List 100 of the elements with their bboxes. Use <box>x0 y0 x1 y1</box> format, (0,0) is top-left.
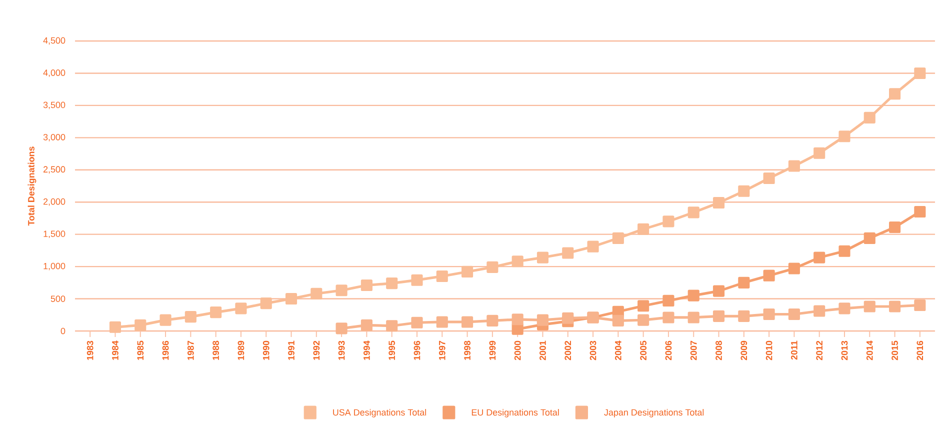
x-tick-label: 2006 <box>665 340 672 360</box>
x-tick-label: 2011 <box>791 340 798 360</box>
point <box>914 67 926 79</box>
y-tick-label: 3,000 <box>43 134 66 142</box>
x-tick-label: 1986 <box>162 340 169 360</box>
point <box>889 221 901 234</box>
point <box>688 312 700 324</box>
point <box>612 314 624 326</box>
y-tick-label: 4,000 <box>43 70 66 77</box>
point <box>788 308 800 320</box>
y-tick-label: 1,500 <box>44 230 66 238</box>
point <box>587 240 599 252</box>
y-axis-title: Total Designations <box>28 146 36 226</box>
legend-label: Japan Designations Total <box>604 408 704 418</box>
x-tick-label: 1999 <box>489 340 496 360</box>
x-tick-label: 1997 <box>438 340 446 360</box>
x-tick-label: 1989 <box>238 340 244 360</box>
y-tick-label: 1,000 <box>44 262 66 270</box>
point <box>462 316 474 328</box>
x-tick-label: 2001 <box>540 340 546 360</box>
point <box>436 270 448 282</box>
point <box>688 206 700 218</box>
x-tick-label: 1984 <box>112 340 118 360</box>
point <box>864 300 876 312</box>
point <box>738 310 750 322</box>
x-tick-label: 1992 <box>313 340 320 360</box>
point <box>712 196 725 209</box>
point <box>411 316 423 328</box>
y-tick-label: 4,500 <box>43 37 66 45</box>
point <box>662 216 674 228</box>
x-tick-label: 1991 <box>288 340 294 360</box>
x-tick-label: 2000 <box>514 340 521 360</box>
point <box>838 245 850 257</box>
y-tick-label: 500 <box>50 296 66 302</box>
point <box>562 247 574 259</box>
x-tick-label: 2003 <box>590 340 596 360</box>
point <box>763 270 775 282</box>
point <box>285 293 298 305</box>
point <box>712 310 725 322</box>
x-tick-label: 2014 <box>866 340 873 360</box>
point <box>788 160 800 172</box>
point <box>763 308 775 320</box>
x-tick-label: 1990 <box>262 340 270 360</box>
x-tick-label: 1998 <box>464 340 470 360</box>
x-tick-label: 1987 <box>187 340 194 360</box>
x-tick-label: 1994 <box>364 340 370 360</box>
point <box>109 321 122 333</box>
point <box>914 206 926 218</box>
x-tick-label: 2007 <box>690 340 697 360</box>
point <box>662 312 674 324</box>
x-tick-label: 2009 <box>740 340 748 360</box>
point <box>360 279 372 292</box>
point <box>386 320 398 332</box>
point <box>512 323 524 335</box>
y-tick-label: 0 <box>60 328 66 334</box>
point <box>512 256 524 268</box>
point <box>512 314 524 326</box>
x-tick-label: 1983 <box>86 340 94 360</box>
point <box>914 299 926 311</box>
point <box>814 252 826 264</box>
point <box>360 319 372 331</box>
x-tick-label: 2015 <box>892 340 898 360</box>
point <box>386 278 398 290</box>
legend-label: USA Designations Total <box>333 408 426 418</box>
x-tick-label: 2013 <box>841 340 848 360</box>
point <box>712 285 725 297</box>
point <box>864 112 876 124</box>
x-tick-label: 2002 <box>564 340 572 360</box>
point <box>738 185 750 197</box>
x-tick-label: 1996 <box>414 340 420 360</box>
point <box>763 172 775 184</box>
point <box>638 223 650 235</box>
y-tick-label: 3,500 <box>43 102 66 110</box>
x-tick-label: 2010 <box>766 340 772 360</box>
x-tick-label: 2004 <box>614 340 622 360</box>
point <box>889 300 901 312</box>
x-tick-label: 1993 <box>338 340 345 360</box>
point <box>788 262 800 274</box>
point <box>688 290 700 302</box>
x-tick-label: 2012 <box>816 340 823 360</box>
point <box>638 300 650 312</box>
point <box>336 322 348 334</box>
point <box>411 274 423 286</box>
point <box>235 302 247 314</box>
x-tick-label: 1985 <box>137 340 144 360</box>
x-tick-label: 1995 <box>388 340 396 360</box>
y-tick-label: 2,500 <box>43 166 66 174</box>
point <box>562 312 574 324</box>
point <box>462 266 474 278</box>
point <box>210 306 222 318</box>
point <box>260 298 272 310</box>
point <box>864 232 876 244</box>
point <box>436 316 448 328</box>
x-tick-label: 2008 <box>716 340 722 360</box>
point <box>536 314 548 326</box>
point <box>310 288 322 300</box>
point <box>638 314 650 326</box>
point <box>184 311 196 323</box>
point <box>536 252 548 264</box>
point <box>336 284 348 296</box>
